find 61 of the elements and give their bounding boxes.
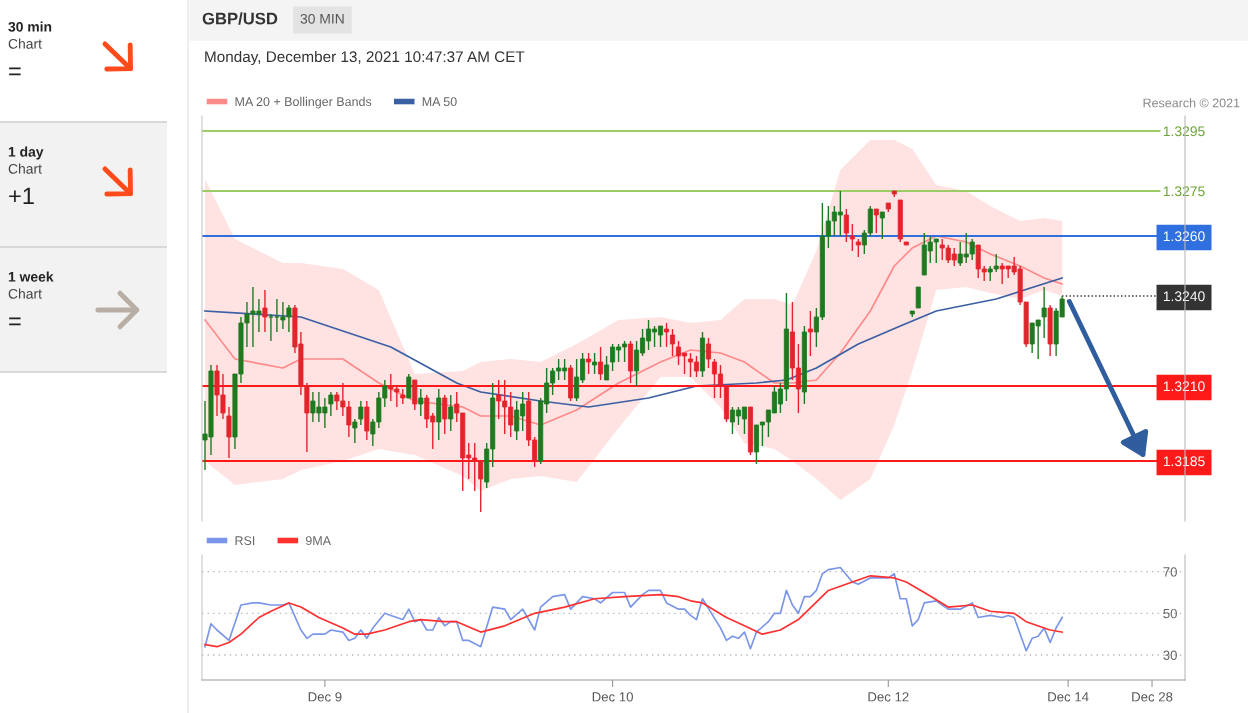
candlestick [915,286,921,309]
text: = [9,67,21,76]
y-tick-label: 1.3260 [1163,231,1205,242]
candlestick [873,208,879,234]
candlestick [358,400,364,426]
legend-label: MA 20 + Bollinger Bands [235,96,372,109]
legend-label: 9MA [305,536,332,546]
candlestick [586,352,592,375]
x-tick-label: Dec 14 [1048,692,1089,702]
legend-label: MA 50 [422,97,457,107]
y-tick-label: 1.3275 [1163,186,1205,197]
y-tick-label: 1.3240 [1163,291,1205,302]
candlestick [352,418,358,444]
text: = [9,317,21,326]
y-tick-label: 30 [1163,650,1177,660]
x-tick-label: Dec 12 [868,692,909,702]
text: Chart [8,288,42,299]
x-tick-label: Dec 10 [592,692,633,702]
candlestick [705,337,711,369]
candlestick [268,313,274,342]
text: 30 min [8,21,52,32]
candlestick [604,355,610,381]
candlestick [592,352,598,375]
text: 1 week [8,271,54,282]
text: +1 [9,187,34,205]
x-tick-label: Dec 28 [1132,692,1173,702]
y-tick-label: 50 [1163,608,1177,619]
text: Chart [8,163,42,174]
line-series [204,277,1063,408]
chart-subtitle: Monday, December 13, 2021 10:47:37 AM CET [205,50,525,66]
candlestick [412,379,418,411]
candlestick [406,373,412,399]
y-tick-label: 1.3295 [1163,126,1205,137]
y-tick-label: 1.3185 [1163,456,1205,467]
y-tick-label: 70 [1163,567,1177,577]
candlestick [807,310,813,357]
y-tick-label: 1.3210 [1163,381,1205,392]
candlestick [448,394,454,432]
candlestick [418,388,424,417]
candlestick [670,328,676,357]
text: Research © 2021 [1143,98,1240,108]
line-series [204,235,1063,426]
chart-title: GBP/USD [202,12,278,25]
x-tick-label: Dec 9 [308,692,342,702]
candlestick [226,406,232,459]
candlestick [262,289,268,333]
candlestick [598,346,604,381]
candlestick [855,238,861,258]
candlestick [1041,286,1047,339]
text: 30 MIN [300,13,344,24]
candlestick [664,322,670,348]
candlestick [442,394,448,435]
candlestick [328,391,334,417]
candlestick [849,223,855,252]
candlestick [879,211,885,240]
candlestick [436,388,442,441]
text: Chart [8,38,42,49]
candlestick [364,400,370,441]
text: 1 day [8,146,44,160]
legend-label: RSI [235,536,255,546]
candlestick [843,208,849,243]
